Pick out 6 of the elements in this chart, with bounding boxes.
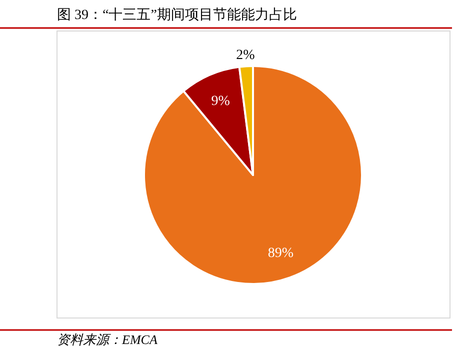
- pie-slice: [143, 65, 363, 285]
- text: 资料来源：EMCA: [57, 332, 158, 346]
- data-label: 2%: [236, 48, 256, 64]
- data-label: 9%: [211, 94, 230, 109]
- chart-title: 图 39：“十三五”期间项目节能能力占比: [57, 7, 297, 23]
- data-label: 89%: [268, 246, 294, 261]
